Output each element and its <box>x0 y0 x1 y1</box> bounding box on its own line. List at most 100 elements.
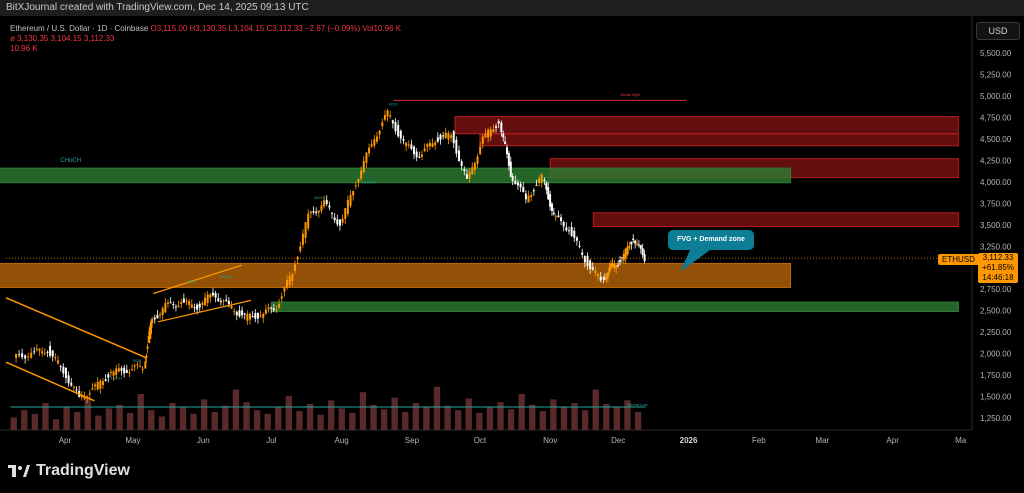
volume-bar <box>370 404 377 430</box>
candle-body <box>51 350 54 357</box>
candle-body <box>402 138 405 141</box>
candle-body <box>591 267 594 270</box>
candle-body <box>254 313 257 319</box>
candle-body <box>151 318 154 323</box>
price-axis-label: 5,500.00 <box>980 49 1012 58</box>
candle-body <box>405 142 408 146</box>
time-axis-label: Nov <box>543 436 557 445</box>
volume-bar <box>52 419 60 430</box>
currency-button[interactable]: USD <box>976 22 1020 40</box>
structure-label: CHoCH <box>362 180 376 185</box>
candle-body <box>502 133 505 138</box>
candle-body <box>33 351 36 353</box>
candle-body <box>550 203 553 211</box>
candle-body <box>549 194 552 207</box>
structure-label: CHoCH <box>108 375 122 380</box>
candle-body <box>243 313 246 315</box>
candle-body <box>442 135 445 137</box>
candle-body <box>62 366 65 374</box>
candle-body <box>182 298 185 303</box>
candle-body <box>473 163 476 171</box>
candle-body <box>99 380 102 389</box>
price-axis-label: 2,250.00 <box>980 328 1012 337</box>
candle-body <box>463 169 466 172</box>
candle-body <box>389 115 392 117</box>
candle-body <box>70 382 73 386</box>
flag-lower <box>157 299 252 323</box>
candle-body <box>547 187 550 200</box>
candle-body <box>172 304 175 306</box>
volume-bar <box>613 407 621 430</box>
candle-body <box>283 287 286 292</box>
candle-body <box>180 302 183 305</box>
tradingview-logo[interactable]: TradingView <box>8 462 130 480</box>
candle-body <box>352 191 355 196</box>
candle-body <box>423 148 426 151</box>
candle-body <box>465 174 468 179</box>
candle-body <box>193 307 196 309</box>
candle-body <box>608 267 611 273</box>
candle-body <box>624 248 627 259</box>
fvg-callout: FVG + Demand zone <box>668 230 754 250</box>
candle-body <box>362 160 365 173</box>
volume-bar <box>42 403 49 430</box>
candle-body <box>136 364 139 366</box>
candle-body <box>131 369 134 371</box>
candle-body <box>565 227 568 231</box>
candle-body <box>57 360 60 364</box>
demand-zone <box>270 301 959 313</box>
candle-body <box>597 274 600 277</box>
candle-body <box>394 122 397 132</box>
volume-bar <box>465 398 472 430</box>
candle-body <box>573 230 576 238</box>
candle-body <box>375 136 378 142</box>
volume-bar <box>518 394 525 430</box>
candle-body <box>107 374 110 378</box>
candle-body <box>230 306 233 309</box>
volume-bar <box>63 406 70 430</box>
time-axis-label: Apr <box>59 436 72 445</box>
candle-body <box>133 365 136 367</box>
candle-body <box>562 222 565 227</box>
volume-bar <box>148 410 155 430</box>
candle-body <box>41 351 44 354</box>
candle-body <box>139 366 142 368</box>
candle-body <box>153 317 156 320</box>
candle-body <box>331 212 334 214</box>
candle-body <box>94 384 97 387</box>
candle-body <box>112 371 115 376</box>
volume-bar <box>264 413 271 430</box>
candle-body <box>504 141 507 145</box>
candle-body <box>557 215 560 218</box>
price-axis-label: 5,000.00 <box>980 92 1012 101</box>
candle-body <box>420 154 423 157</box>
candle-body <box>431 143 434 147</box>
time-axis-label: Jun <box>197 436 210 445</box>
candle-body <box>643 254 646 262</box>
falling-channel-upper <box>5 297 147 359</box>
candle-body <box>373 139 376 146</box>
volume-bar <box>84 398 91 430</box>
volume-bar <box>603 403 610 430</box>
candle-body <box>603 278 606 280</box>
candle-body <box>530 194 533 198</box>
chart-area[interactable] <box>0 16 1024 456</box>
structure-label: Strong Low <box>627 402 647 407</box>
candle-body <box>622 253 625 261</box>
candle-body <box>594 270 597 274</box>
candle-body <box>120 368 123 371</box>
candle-body <box>487 129 490 138</box>
credit-text: BitXJournal created with TradingView.com… <box>6 2 309 13</box>
volume-bar <box>21 410 28 430</box>
candle-body <box>386 110 389 117</box>
bar-countdown: 14:46:18 <box>982 273 1014 282</box>
candle-body <box>325 199 328 204</box>
last-change: +61.85% <box>982 263 1014 272</box>
candle-body <box>586 255 589 266</box>
price-chart[interactable]: 5,500.00 5,250.00 5,000.00 4,750.00 4,500.00… <box>0 0 1024 456</box>
candle-body <box>291 273 294 282</box>
volume-bar <box>497 402 504 430</box>
volume-bar <box>306 403 314 430</box>
candle-body <box>280 296 283 299</box>
time-axis-label: Dec <box>611 436 625 445</box>
